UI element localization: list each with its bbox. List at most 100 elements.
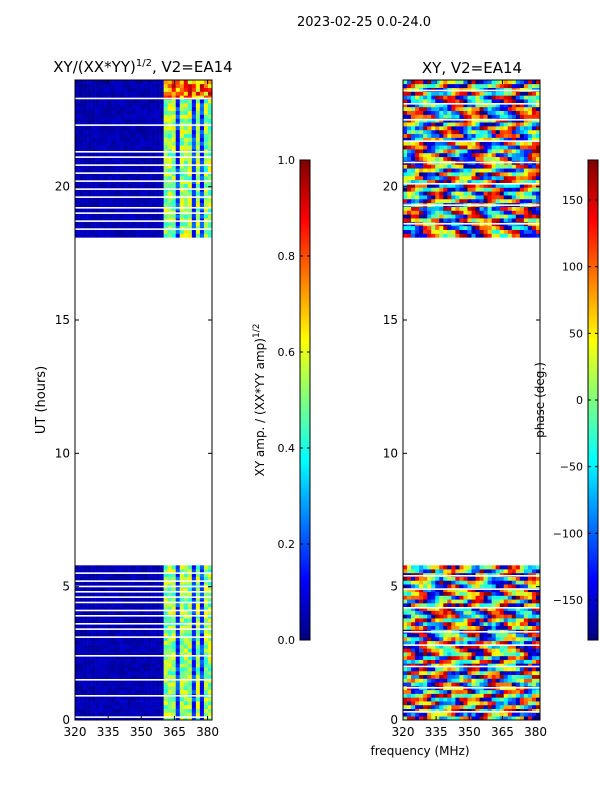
heatmap-cell — [123, 603, 128, 608]
heatmap-cell — [171, 603, 177, 608]
heatmap-cell — [95, 168, 100, 173]
heatmap-cell — [199, 629, 205, 634]
heatmap-cell — [175, 160, 181, 165]
heatmap-cell — [95, 580, 100, 585]
heatmap-cell — [403, 225, 408, 230]
heatmap-cell — [519, 701, 525, 706]
heatmap-cell — [455, 625, 460, 630]
heatmap-cell — [523, 569, 529, 574]
heatmap-cell — [467, 233, 472, 238]
heatmap-cell — [451, 183, 456, 188]
heatmap-cell — [159, 655, 164, 660]
heatmap-cell — [203, 99, 209, 104]
heatmap-cell — [519, 659, 525, 664]
heatmap-cell — [207, 572, 213, 577]
heatmap-cell — [443, 195, 448, 200]
heatmap-cell — [531, 225, 537, 230]
heatmap-cell — [99, 670, 104, 676]
heatmap-cell — [183, 99, 189, 104]
heatmap-cell — [427, 191, 432, 196]
heatmap-cell — [75, 697, 80, 702]
heatmap-cell — [115, 87, 120, 92]
flagged-row — [75, 615, 212, 617]
heatmap-cell — [491, 674, 496, 679]
heatmap-cell — [455, 716, 460, 721]
heatmap-cell — [155, 652, 160, 657]
heatmap-cell — [83, 682, 88, 687]
heatmap-cell — [535, 674, 541, 679]
heatmap-cell — [147, 206, 152, 211]
heatmap-cell — [463, 565, 468, 570]
heatmap-cell — [135, 145, 140, 150]
heatmap-cell — [531, 179, 537, 184]
heatmap-cell — [431, 206, 436, 211]
heatmap-cell — [187, 168, 193, 173]
heatmap-cell — [183, 191, 189, 196]
heatmap-cell — [507, 210, 513, 215]
heatmap-cell — [79, 633, 84, 638]
heatmap-cell — [103, 91, 108, 96]
heatmap-cell — [187, 233, 193, 238]
heatmap-cell — [159, 103, 164, 108]
heatmap-cell — [479, 674, 484, 679]
heatmap-cell — [131, 686, 136, 691]
heatmap-cell — [207, 637, 213, 642]
heatmap-cell — [127, 172, 132, 177]
heatmap-cell — [407, 637, 412, 642]
heatmap-cell — [471, 674, 476, 679]
heatmap-cell — [107, 218, 112, 223]
heatmap-cell — [459, 621, 464, 626]
heatmap-cell — [467, 175, 472, 181]
heatmap-cell — [491, 697, 496, 702]
heatmap-cell — [115, 106, 120, 111]
heatmap-cell — [487, 621, 492, 626]
heatmap-cell — [151, 610, 156, 615]
heatmap-cell — [139, 145, 144, 150]
heatmap-cell — [447, 218, 452, 223]
heatmap-cell — [95, 172, 100, 177]
heatmap-cell — [463, 168, 468, 173]
heatmap-cell — [423, 576, 428, 581]
heatmap-cell — [483, 689, 488, 694]
heatmap-cell — [99, 129, 104, 135]
heatmap-cell — [191, 225, 197, 230]
heatmap-cell — [427, 663, 432, 668]
flagged-row — [75, 601, 212, 604]
heatmap-cell — [163, 697, 168, 702]
heatmap-cell — [499, 210, 505, 215]
heatmap-cell — [167, 663, 173, 668]
heatmap-cell — [111, 160, 116, 165]
heatmap-cell — [95, 591, 100, 596]
heatmap-cell — [131, 99, 136, 104]
heatmap-cell — [143, 129, 148, 135]
heatmap-cell — [139, 110, 144, 115]
heatmap-cell — [207, 110, 213, 115]
heatmap-cell — [531, 614, 537, 619]
heatmap-cell — [143, 83, 148, 88]
heatmap-cell — [175, 225, 181, 230]
heatmap-cell — [155, 716, 160, 721]
heatmap-cell — [535, 210, 541, 215]
heatmap-cell — [115, 712, 120, 717]
heatmap-cell — [111, 214, 116, 219]
heatmap-cell — [127, 633, 132, 638]
heatmap-cell — [483, 606, 488, 611]
heatmap-cell — [487, 595, 492, 600]
heatmap-cell — [139, 233, 144, 238]
heatmap-cell — [123, 659, 128, 664]
heatmap-cell — [483, 576, 488, 581]
heatmap-cell — [435, 682, 440, 687]
heatmap-cell — [163, 202, 168, 207]
heatmap-cell — [123, 233, 128, 238]
heatmap-cell — [131, 218, 136, 223]
heatmap-cell — [523, 644, 529, 649]
heatmap-cell — [155, 175, 160, 181]
heatmap-cell — [479, 693, 484, 698]
heatmap-cell — [183, 637, 189, 642]
heatmap-cell — [123, 214, 128, 219]
heatmap-cell — [155, 603, 160, 608]
heatmap-cell — [431, 587, 436, 593]
heatmap-cell — [459, 229, 464, 234]
heatmap-cell — [463, 659, 468, 664]
heatmap-cell — [419, 644, 424, 649]
